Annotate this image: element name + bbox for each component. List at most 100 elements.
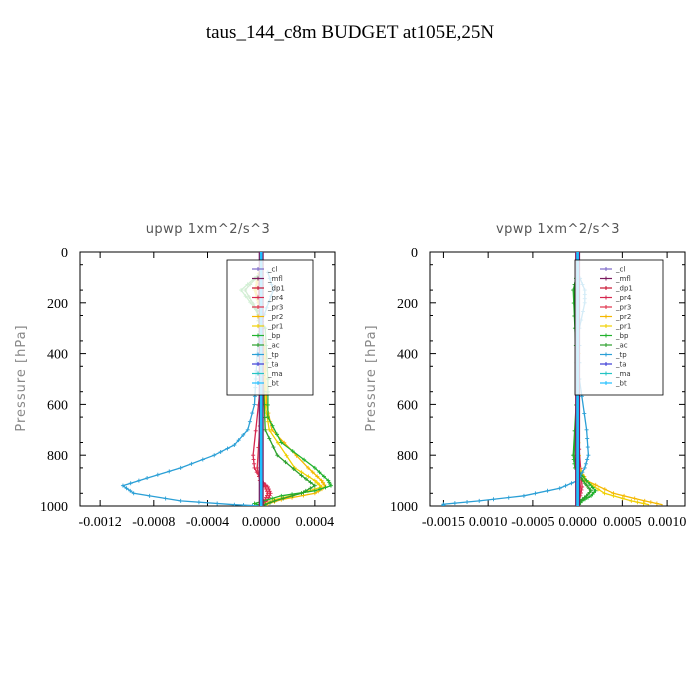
series-marker [291, 467, 296, 472]
series-marker [147, 493, 152, 498]
legend-label: _pr1 [267, 323, 283, 331]
series-marker [596, 487, 601, 492]
series-marker [315, 474, 320, 479]
series-marker [582, 495, 587, 500]
series-marker [580, 497, 585, 502]
series-marker [533, 491, 538, 496]
series-marker [299, 491, 304, 496]
legend-label: _pr3 [615, 304, 631, 312]
series-marker [317, 470, 322, 475]
series-marker [167, 469, 172, 474]
vpwp-chart: vpwp 1xm^2/s^3 Pressure [hPa] 0 200 400 600… [364, 222, 686, 530]
series-marker [321, 474, 326, 479]
series-marker [602, 487, 607, 492]
legend-marker [604, 333, 608, 338]
legend-label: _bp [267, 332, 281, 340]
series-marker [642, 498, 647, 503]
series-marker [317, 482, 322, 487]
series-marker [477, 498, 482, 503]
series-marker [275, 432, 280, 437]
series-marker [267, 427, 272, 432]
series-marker [586, 453, 591, 458]
series-marker [212, 453, 217, 458]
series-marker [279, 493, 284, 498]
legend-label: _mfl [615, 275, 631, 283]
series-marker [200, 457, 205, 462]
series-marker [582, 465, 587, 470]
series-marker [265, 415, 270, 420]
series-marker [312, 483, 317, 488]
legend-marker [256, 276, 260, 281]
legend-label: _pr2 [267, 313, 283, 321]
y-tick-label: 600 [397, 398, 418, 413]
series-marker [320, 480, 325, 485]
legend-box [574, 259, 664, 396]
series-marker [131, 491, 136, 496]
series-marker [589, 493, 594, 498]
series-marker [252, 461, 257, 466]
legend-marker [256, 371, 260, 376]
series-marker [236, 438, 241, 443]
page-title: taus_144_c8m BUDGET at105E,25N [205, 22, 495, 43]
series-marker [265, 491, 270, 496]
legend-label: _pr4 [267, 294, 284, 302]
series-marker [225, 446, 230, 451]
series-marker [263, 427, 268, 432]
x-tick-label: 0.0010 [469, 515, 508, 530]
series-marker [245, 427, 250, 432]
series-marker [452, 501, 457, 506]
series-marker [441, 503, 446, 506]
series-marker [218, 449, 223, 454]
legend-label: _ac [615, 342, 628, 350]
legend-marker [604, 295, 608, 300]
series-marker [582, 411, 587, 416]
series-marker [491, 497, 496, 502]
series-marker [265, 419, 270, 424]
series-marker [275, 453, 280, 458]
legend-marker [256, 267, 260, 271]
y-tick-label: 1000 [40, 500, 68, 515]
x-tick-label: -0.0008 [132, 515, 175, 530]
series-marker [308, 480, 313, 485]
x-tick-label: 0.0000 [242, 515, 281, 530]
series-marker [620, 496, 625, 501]
chart-title: vpwp 1xm^2/s^3 [496, 222, 620, 237]
series-marker [303, 488, 308, 493]
series-marker [587, 486, 592, 491]
x-tick-label: -0.0005 [511, 515, 554, 530]
series-marker [521, 493, 526, 498]
y-axis-label: Pressure [hPa] [364, 324, 379, 431]
legend-label: _pr4 [615, 294, 632, 302]
legend-marker [604, 352, 608, 357]
series-marker [272, 498, 277, 503]
upwp-chart: upwp 1xm^2/s^3 Pressure [hPa] 0 200 400 600… [14, 222, 336, 530]
legend-marker [256, 381, 260, 385]
legend-label: _bt [267, 380, 279, 388]
legend-label: _ta [615, 361, 627, 369]
series-marker [264, 487, 269, 492]
series-marker [250, 503, 255, 506]
y-tick-label: 400 [397, 348, 418, 363]
series-marker [563, 483, 568, 488]
x-tick-label: 0.0000 [558, 515, 597, 530]
series-marker [584, 493, 589, 498]
y-tick-label: 200 [397, 297, 418, 312]
series-marker [270, 423, 275, 428]
series-marker [569, 481, 574, 486]
series-marker [163, 496, 168, 501]
series-marker [145, 476, 150, 481]
series-marker [252, 402, 257, 407]
legend-label: _ma [267, 370, 283, 378]
series-marker [590, 485, 595, 490]
series-marker [263, 484, 268, 489]
series-marker [585, 445, 590, 450]
series-marker [178, 498, 183, 503]
chart-title: upwp 1xm^2/s^3 [146, 222, 271, 237]
series-marker [585, 457, 590, 462]
series-marker [602, 491, 607, 496]
legend-marker [256, 314, 260, 319]
legend-label: _mfl [267, 275, 283, 283]
series-marker [271, 445, 276, 450]
series-marker [252, 501, 257, 506]
legend-marker [256, 333, 260, 338]
